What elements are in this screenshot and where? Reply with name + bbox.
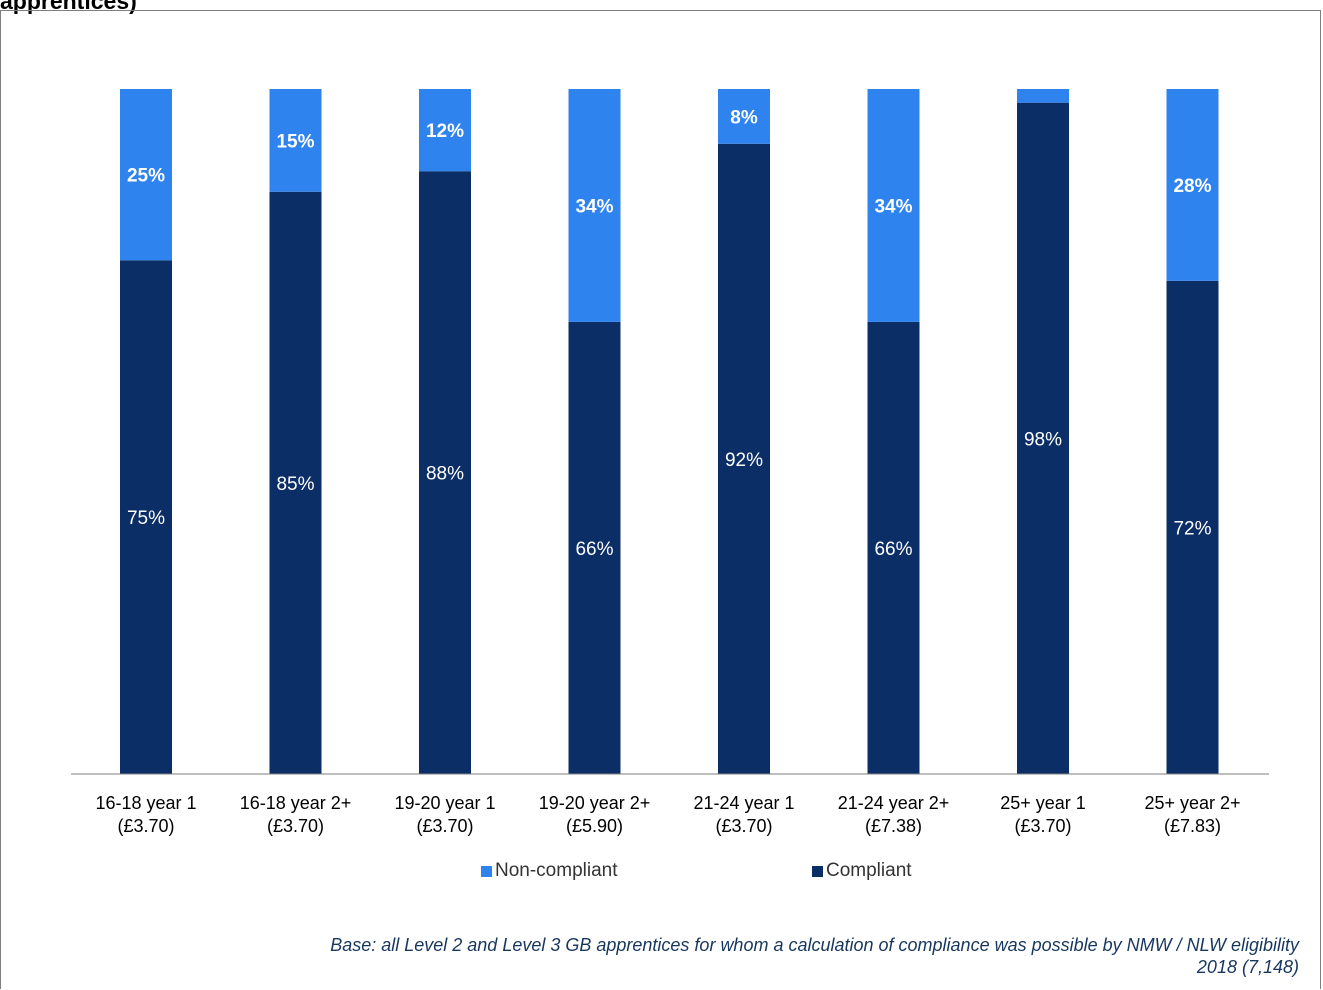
- bar-non-compliant: [718, 89, 770, 144]
- x-tick-label: (£3.70): [267, 816, 324, 836]
- x-tick-label: 21-24 year 2+: [838, 793, 950, 813]
- x-tick-label: (£7.83): [1164, 816, 1221, 836]
- x-tick-label: 19-20 year 1: [394, 793, 495, 813]
- bar-non-compliant: [1166, 89, 1219, 281]
- legend-label-non-compliant: Non-compliant: [495, 860, 618, 881]
- legend-item-compliant: Compliant: [812, 860, 912, 882]
- data-label-compliant: 88%: [426, 464, 464, 485]
- base-note: Base: all Level 2 and Level 3 GB apprent…: [99, 934, 1299, 978]
- bar-non-compliant: [867, 89, 920, 322]
- bar-non-compliant: [419, 89, 471, 172]
- legend-item-non-compliant: Non-compliant: [481, 860, 618, 882]
- legend-swatch-non-compliant: [481, 865, 492, 877]
- bar-compliant: [867, 321, 920, 774]
- data-label-compliant: 85%: [276, 474, 314, 495]
- legend-label-compliant: Compliant: [826, 860, 912, 881]
- bar-non-compliant: [568, 89, 621, 322]
- data-label-compliant: 66%: [575, 539, 613, 560]
- data-label-non-compliant: 8%: [730, 107, 758, 128]
- base-note-line-2: 2018 (7,148): [1196, 957, 1299, 977]
- x-tick-label: (£7.38): [865, 816, 922, 836]
- x-tick-label: 21-24 year 1: [693, 793, 794, 813]
- bar-compliant: [269, 191, 322, 774]
- legend-swatch-compliant: [812, 865, 823, 877]
- x-tick-label: 16-18 year 1: [95, 793, 196, 813]
- x-tick-label: (£3.70): [416, 816, 473, 836]
- data-label-non-compliant: 28%: [1173, 176, 1211, 197]
- data-label-non-compliant: 34%: [874, 196, 912, 217]
- x-tick-label: 25+ year 1: [1000, 793, 1086, 813]
- chart-frame: [0, 10, 1321, 989]
- base-note-line-1: Base: all Level 2 and Level 3 GB apprent…: [330, 935, 1299, 955]
- bar-non-compliant: [269, 89, 322, 192]
- bar-non-compliant: [1017, 89, 1069, 103]
- bar-compliant: [718, 143, 770, 775]
- x-tick-label: (£5.90): [566, 816, 623, 836]
- data-label-compliant: 98%: [1024, 429, 1062, 450]
- x-tick-label: 25+ year 2+: [1144, 793, 1240, 813]
- data-label-compliant: 75%: [127, 508, 165, 529]
- data-label-non-compliant: 34%: [575, 196, 613, 217]
- bar-compliant: [1166, 280, 1219, 774]
- x-tick-label: 19-20 year 2+: [539, 793, 651, 813]
- bar-compliant: [120, 260, 172, 774]
- bar-compliant: [568, 321, 621, 774]
- x-tick-label: (£3.70): [715, 816, 772, 836]
- x-tick-label: 16-18 year 2+: [240, 793, 352, 813]
- bar-compliant: [1017, 102, 1069, 774]
- bar-compliant: [419, 171, 471, 774]
- data-label-non-compliant: 12%: [426, 121, 464, 142]
- data-label-compliant: 66%: [874, 539, 912, 560]
- x-tick-label: (£3.70): [117, 816, 174, 836]
- bar-non-compliant: [120, 89, 172, 261]
- data-label-non-compliant: 25%: [127, 166, 165, 187]
- x-tick-label: (£3.70): [1014, 816, 1071, 836]
- data-label-compliant: 92%: [725, 450, 763, 471]
- data-label-non-compliant: 15%: [276, 131, 314, 152]
- data-label-compliant: 72%: [1173, 518, 1211, 539]
